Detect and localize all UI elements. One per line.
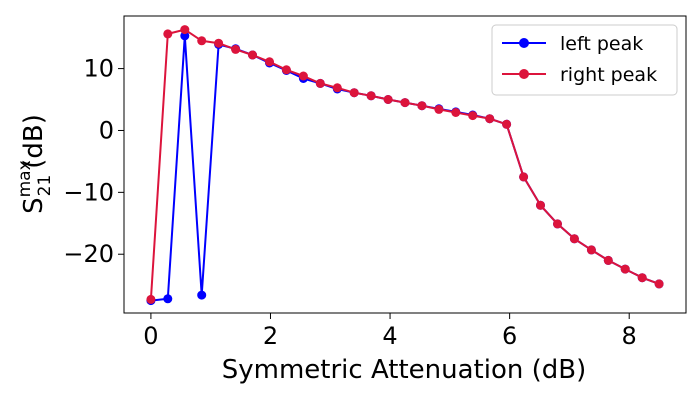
legend-left-peak-marker [519,38,529,48]
data-point [637,273,647,283]
y-axis-label-subscript: 21 [35,175,55,197]
x-tick-label: 0 [143,322,158,350]
data-point [553,219,562,229]
data-point [654,279,664,289]
x-tick-label: 2 [263,322,278,350]
x-tick-label: 8 [622,322,637,350]
data-point [620,264,630,274]
data-point [417,101,427,111]
data-point [197,36,207,46]
data-point [332,83,342,93]
legend-right-peak-label: right peak [560,64,657,86]
y-axis: 10 0 −10 −20 [63,55,124,268]
data-point [180,31,190,41]
y-tick-label: −20 [63,240,114,268]
plot-frame [123,15,687,314]
svg-text:Smax21(dB): Smax21 (dB) [15,114,55,214]
y-axis-label: Smax21 (dB) [15,114,55,214]
data-point [315,78,325,88]
legend-left-peak-label: left peak [560,33,643,55]
data-point [502,119,512,129]
legend-right-peak-marker [519,69,529,79]
y-tick-label: 0 [99,116,114,144]
data-point [383,95,393,104]
x-tick-label: 6 [502,322,517,350]
y-tick-label: 10 [83,55,114,83]
x-tick-label: 4 [382,322,397,350]
data-point [349,88,359,98]
data-point [248,50,257,60]
data-point [231,44,241,54]
data-point [163,29,173,39]
data-point [214,38,224,48]
data-point [536,200,545,210]
data-point [603,255,613,265]
series-layer [146,25,664,306]
x-axis: 0 2 4 6 8 [143,313,637,350]
y-axis-label-base: S [19,197,49,214]
data-point [434,104,444,114]
data-point [265,57,274,67]
data-point [569,234,579,244]
data-point [468,111,478,121]
y-tick-label: −10 [63,178,114,206]
data-point [197,290,207,300]
data-point [451,108,461,117]
y-axis-label-unit: (dB) [19,114,49,169]
data-point [163,294,173,304]
legend: left peak right peak [491,24,678,96]
data-point [180,25,190,35]
data-point [281,65,291,75]
data-point [366,91,376,101]
data-point [298,71,308,81]
data-point [485,114,495,124]
data-point [586,245,596,255]
data-point [146,294,156,304]
x-axis-label: Symmetric Attenuation (dB) [222,355,587,385]
data-point [400,98,410,108]
y-axis-label-superscript: max [15,160,35,197]
data-point [519,172,529,182]
series-right-peak [146,25,664,304]
